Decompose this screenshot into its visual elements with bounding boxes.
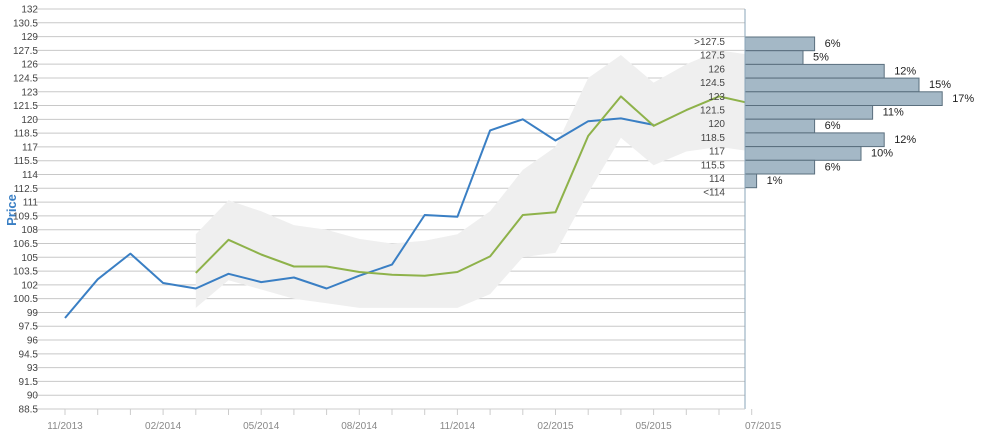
series-lines — [64, 95, 785, 319]
y-axis-ticks: 132 130.5 129 127.5 126 124.5 123 121.5 120 118.5… — [13, 5, 38, 416]
histogram-percent-label: 15% — [929, 79, 951, 91]
histogram-percent-label: 11% — [883, 107, 904, 119]
histogram-percent-label: 5% — [813, 52, 829, 64]
histogram-percent-label: 1% — [767, 175, 783, 187]
y-tick-label: 121.5 — [13, 101, 38, 112]
y-tick-label: 100.5 — [13, 294, 38, 305]
histogram-bin-label: 118.5 — [701, 133, 726, 144]
histogram-bar — [744, 105, 874, 120]
histogram-bar — [744, 63, 885, 79]
histogram-bin-label: 124.5 — [700, 78, 725, 89]
y-axis-label: Price — [4, 194, 19, 226]
histogram-percent-label: 10% — [871, 148, 893, 160]
x-tick-label: 02/2014 — [145, 421, 182, 432]
y-tick-label: 129 — [21, 32, 38, 43]
y-tick-label: 109.5 — [13, 211, 38, 222]
histogram-percent-label: 6% — [825, 120, 841, 132]
y-tick-label: 94.5 — [19, 349, 39, 360]
histogram-bar — [744, 118, 816, 134]
y-tick-label: 99 — [27, 308, 39, 319]
histogram-bar — [744, 159, 816, 175]
histogram-bar — [744, 91, 943, 107]
y-tick-label: 115.5 — [14, 156, 39, 167]
y-tick-label: 103.5 — [13, 267, 38, 278]
price-histogram: >127.5 6% 127.5 5% 126 12% 124.5 15% 123 17% 121.5… — [694, 36, 974, 202]
y-tick-label: 93 — [27, 363, 39, 374]
histogram-bin-label: 123 — [708, 92, 725, 103]
histogram-bin-label: 127.5 — [700, 51, 725, 62]
y-tick-label: 112.5 — [14, 184, 39, 195]
y-tick-label: 114 — [22, 170, 38, 181]
y-tick-label: 105 — [21, 253, 38, 264]
x-tick-label: 11/2014 — [440, 421, 476, 432]
x-tick-label: 05/2014 — [243, 421, 280, 432]
y-tick-label: 127.5 — [13, 46, 38, 57]
series-line-green — [195, 95, 785, 277]
histogram-bin-label: 126 — [708, 64, 725, 75]
x-tick-label: 07/2015 — [745, 421, 782, 432]
y-tick-label: 96 — [27, 336, 39, 347]
x-tick-label: 05/2015 — [636, 421, 673, 432]
histogram-bin-label: <114 — [703, 188, 725, 199]
histogram-bar — [744, 132, 885, 148]
x-tick-label: 08/2014 — [341, 421, 378, 432]
x-tick-label: 11/2013 — [47, 421, 83, 432]
y-tick-label: 88.5 — [19, 405, 39, 416]
y-tick-label: 124.5 — [13, 73, 38, 84]
y-tick-label: 97.5 — [19, 322, 39, 333]
y-tick-label: 106.5 — [13, 239, 38, 250]
y-tick-label: 117 — [22, 142, 38, 153]
x-tick-label: 02/2015 — [537, 421, 574, 432]
y-tick-label: 118.5 — [14, 129, 39, 140]
histogram-bin-label: 121.5 — [700, 106, 725, 117]
series-line-blue — [64, 117, 654, 319]
y-tick-label: 111 — [23, 198, 39, 209]
y-tick-label: 132 — [21, 5, 38, 16]
histogram-percent-label: 17% — [952, 93, 974, 105]
histogram-bar — [744, 77, 920, 93]
histogram-bar — [744, 36, 816, 52]
y-tick-label: 120 — [21, 115, 38, 126]
histogram-bin-label: 117 — [709, 147, 725, 158]
x-axis-ticks: 11/2013 02/2014 05/2014 08/2014 11/2014 02/20… — [47, 409, 782, 432]
band-area — [195, 45, 785, 308]
y-tick-label: 90 — [27, 391, 39, 402]
histogram-percent-label: 6% — [825, 161, 841, 173]
y-tick-label: 102 — [21, 280, 38, 291]
histogram-bar — [744, 173, 758, 189]
y-tick-label: 130.5 — [13, 18, 38, 29]
histogram-percent-label: 6% — [825, 38, 841, 50]
histogram-bin-label: 120 — [708, 119, 725, 130]
histogram-bar — [744, 146, 862, 161]
y-tick-label: 108 — [21, 225, 38, 236]
y-tick-label: 91.5 — [19, 377, 39, 388]
histogram-percent-label: 12% — [894, 134, 916, 146]
y-tick-label: 123 — [21, 87, 38, 98]
histogram-bin-label: >127.5 — [694, 37, 725, 48]
histogram-percent-label: 12% — [894, 65, 916, 77]
histogram-bin-label: 115.5 — [701, 160, 726, 171]
histogram-bin-label: 114 — [709, 174, 725, 185]
confidence-band — [195, 45, 785, 308]
gridlines — [35, 8, 745, 410]
histogram-bar — [744, 50, 804, 65]
y-tick-label: 126 — [21, 60, 38, 71]
